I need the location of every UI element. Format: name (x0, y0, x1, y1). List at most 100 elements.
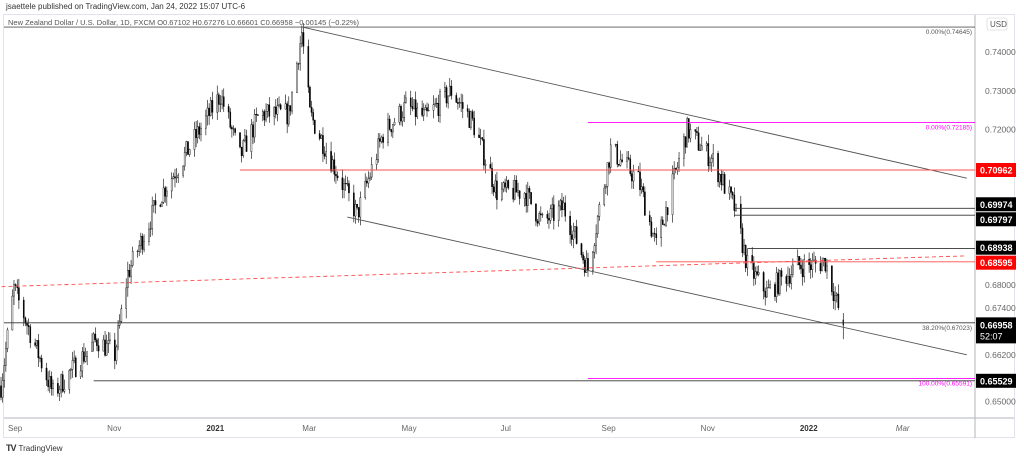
candle-body (70, 369, 72, 371)
candle-body (102, 339, 105, 352)
candle-body (231, 127, 233, 130)
candle (40, 354, 43, 373)
candle (808, 252, 810, 273)
candle-body (546, 214, 549, 219)
candle (320, 134, 323, 140)
candle-body (164, 187, 167, 197)
candle (653, 227, 656, 242)
candle-body (6, 329, 9, 349)
candle (775, 267, 778, 303)
candle-body (71, 360, 74, 370)
price-tag-bg (976, 373, 1016, 388)
candle (35, 339, 38, 349)
candle (637, 166, 640, 173)
candle (814, 256, 817, 273)
candle (253, 108, 256, 143)
candle (494, 174, 497, 199)
candle (674, 167, 677, 174)
currency-badge[interactable]: USD (986, 17, 1008, 31)
candle-body (26, 323, 28, 326)
candle-body (234, 128, 236, 133)
candle-body (424, 107, 427, 111)
candle (47, 371, 49, 392)
candle-body (96, 339, 98, 346)
candle (92, 332, 95, 352)
candle-body (775, 272, 778, 297)
candle-body (302, 32, 305, 47)
candle-body (209, 100, 212, 116)
candle (22, 296, 25, 327)
candle-body (314, 119, 316, 134)
candle (414, 91, 417, 126)
candle-body (627, 157, 630, 160)
candle-body (790, 274, 793, 284)
candle (268, 97, 271, 123)
candle (335, 165, 337, 184)
current-price-bg (976, 317, 1016, 344)
price-tag: 0.68938 (976, 240, 1016, 255)
candle (421, 100, 423, 118)
candle (678, 151, 680, 172)
price-tag: 0.68595 (976, 255, 1016, 270)
candle-body (13, 284, 15, 297)
candle-body (767, 287, 770, 289)
tradingview-logo[interactable]: TV TradingView (6, 443, 63, 453)
candle (73, 350, 75, 364)
candle-body (593, 245, 596, 253)
candle (3, 358, 6, 388)
candle-body (697, 132, 700, 151)
candle (154, 193, 157, 214)
candle-body (244, 135, 246, 141)
candle-body (548, 217, 550, 221)
candle-body (447, 95, 449, 104)
candle (684, 136, 687, 154)
candle (762, 271, 765, 300)
candle (460, 93, 462, 112)
candle (127, 261, 129, 297)
candle-body (557, 205, 560, 221)
candle (250, 118, 253, 159)
candle (632, 164, 635, 189)
candle (175, 168, 178, 183)
candle (483, 129, 485, 170)
candle-body (291, 92, 293, 112)
candle (551, 197, 554, 218)
candle-body (536, 220, 539, 224)
candle (811, 253, 814, 278)
candle-body (227, 106, 230, 113)
candle (330, 141, 332, 173)
candle-body (390, 129, 393, 133)
candle-body (114, 339, 116, 361)
candle-body (731, 192, 734, 196)
candle-body (740, 203, 742, 229)
candle (284, 94, 287, 110)
candle-body (348, 183, 350, 194)
candle-last (842, 313, 844, 340)
candle (219, 95, 222, 113)
candle (821, 257, 823, 272)
candle (400, 104, 402, 126)
candle (141, 233, 144, 255)
candle (723, 172, 726, 194)
candle-body (466, 108, 469, 112)
candle-body (779, 270, 781, 294)
current-price-value: 0.66958 (980, 320, 1013, 330)
candle (265, 103, 267, 123)
candle (48, 370, 51, 393)
candle (193, 121, 196, 157)
candle-body (245, 135, 248, 152)
candle (481, 136, 484, 142)
candle (177, 173, 180, 183)
candle-body (11, 295, 14, 331)
candle-body (97, 345, 100, 352)
candle (564, 195, 567, 222)
price-tag-bg (976, 255, 1016, 270)
candle-body (127, 270, 129, 289)
candle (18, 278, 20, 309)
candle-body (359, 197, 362, 218)
candle-body (458, 102, 461, 104)
price-tag: 0.69974 (976, 197, 1016, 212)
trendline (347, 216, 967, 356)
candle (70, 367, 72, 380)
